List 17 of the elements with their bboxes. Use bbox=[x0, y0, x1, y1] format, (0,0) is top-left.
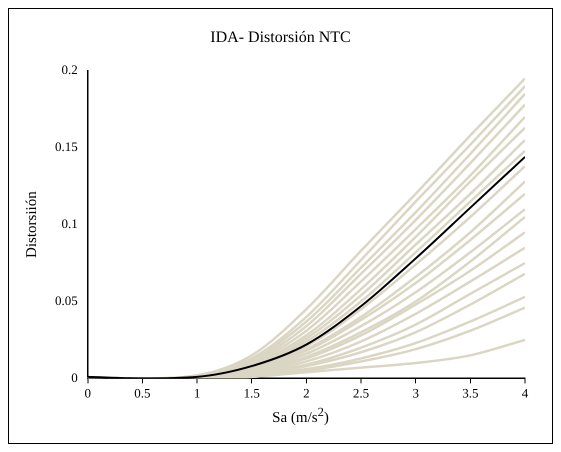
y-tick-label: 0.15 bbox=[55, 139, 78, 154]
x-tick-label: 3.5 bbox=[462, 386, 478, 401]
x-tick-label: 1 bbox=[194, 386, 200, 401]
x-tick-label: 4 bbox=[522, 386, 529, 401]
x-axis-title: Sa (m/s$^{2}$) bbox=[271, 405, 330, 427]
y-tick-label: 0.2 bbox=[62, 62, 78, 78]
y-axis-title: Distorsiión bbox=[24, 190, 40, 258]
x-tick-label: 0 bbox=[84, 386, 91, 401]
x-tick-label: 2.5 bbox=[352, 386, 370, 401]
x-tick-label: 1.5 bbox=[244, 386, 260, 401]
x-tick-label: 2 bbox=[303, 386, 310, 401]
x-tick-label: 3 bbox=[412, 386, 419, 401]
x-tick-label: 0.5 bbox=[134, 386, 151, 401]
chart-title: IDA- Distorsión NTC bbox=[209, 28, 352, 48]
y-tick-label: 0.1 bbox=[62, 216, 78, 232]
y-tick-label: 0.05 bbox=[55, 292, 78, 308]
y-tick-label: 0 bbox=[71, 370, 78, 385]
